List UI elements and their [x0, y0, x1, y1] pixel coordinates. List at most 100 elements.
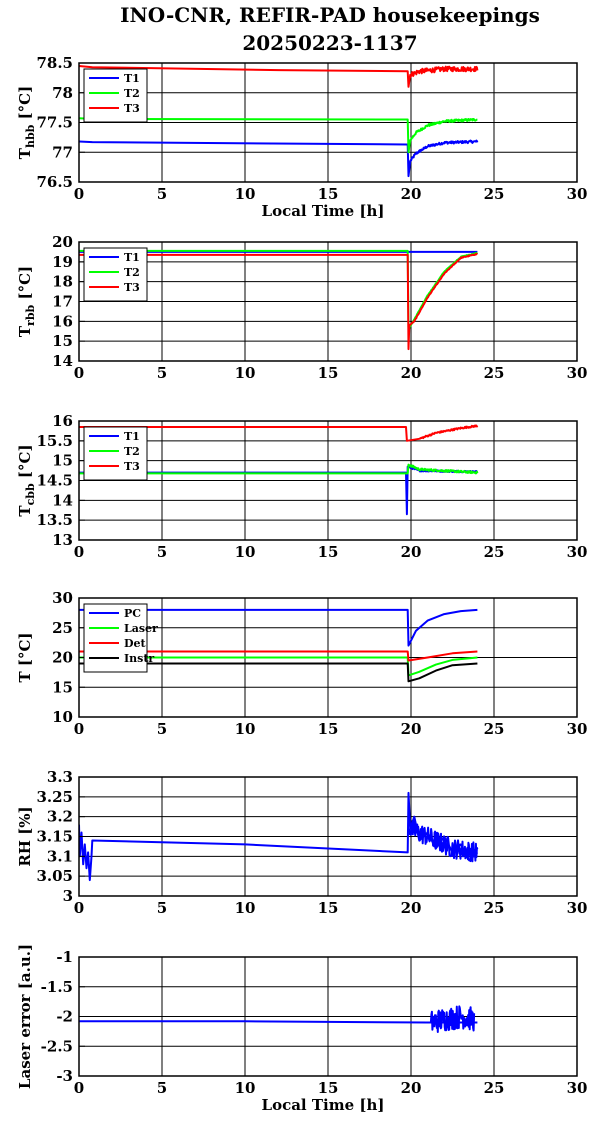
y-tick-label: 13.5	[36, 511, 73, 529]
y-axis-label: Trbb [°C]	[16, 266, 37, 337]
x-tick-label: 25	[484, 1079, 505, 1097]
y-tick-label: 20	[52, 649, 73, 667]
x-tick-label: 25	[484, 185, 505, 203]
legend-label-laser: Laser	[124, 622, 158, 635]
x-tick-label: 30	[567, 185, 588, 203]
legend-label-det: Det	[124, 637, 147, 650]
y-axis-label: Thbb [°C]	[16, 86, 37, 159]
legend: PC Laser Det Instr	[83, 603, 158, 673]
y-axis-label-main: T [°C]	[16, 632, 34, 682]
y-axis-label-main: Laser error [a.u.]	[16, 944, 34, 1089]
x-tick-label: 30	[567, 1079, 588, 1097]
y-tick-label: 16	[52, 312, 73, 330]
legend-label-instr: Instr	[124, 652, 154, 665]
y-tick-label: 15	[52, 332, 73, 350]
x-tick-label: 10	[235, 364, 256, 382]
y-tick-label: 3.05	[36, 867, 73, 885]
x-tick-label: 5	[157, 899, 167, 917]
x-tick-label: 10	[235, 1079, 256, 1097]
x-tick-label: 0	[74, 720, 84, 738]
x-tick-label: 10	[235, 899, 256, 917]
y-tick-label: 20	[52, 233, 73, 251]
y-tick-label: -2	[56, 1008, 73, 1026]
x-tick-label: 0	[74, 185, 84, 203]
y-tick-label: 25	[52, 619, 73, 637]
y-axis-label-sub: cbb	[24, 483, 37, 505]
y-tick-label: 18	[52, 273, 73, 291]
x-tick-label: 20	[401, 720, 422, 738]
y-axis-label: Tcbb [°C]	[16, 444, 37, 516]
x-tick-label: 5	[157, 720, 167, 738]
y-axis-label-main: RH [%]	[16, 806, 34, 866]
y-tick-label: 3.2	[47, 808, 73, 826]
x-tick-label: 30	[567, 899, 588, 917]
x-tick-label: 30	[567, 720, 588, 738]
x-tick-label: 15	[318, 543, 339, 561]
y-tick-label: 3.15	[36, 828, 73, 846]
legend-label-t3: T3	[124, 102, 140, 115]
series-group	[79, 1005, 478, 1033]
x-tick-label: 20	[401, 899, 422, 917]
x-tick-label: 5	[157, 543, 167, 561]
series-line-t3	[79, 65, 479, 88]
y-tick-label: 78.5	[36, 54, 73, 72]
series-line-t2	[79, 463, 479, 475]
x-tick-label: 15	[318, 364, 339, 382]
legend-label-t1: T1	[124, 251, 140, 264]
legend-label-t3: T3	[124, 460, 140, 473]
y-tick-label: 10	[52, 708, 73, 726]
series-line-t3	[79, 424, 479, 442]
series-group	[79, 791, 479, 882]
series-line-line-1	[429, 1005, 476, 1033]
legend-label-t3: T3	[124, 281, 140, 294]
series-group	[79, 65, 479, 178]
x-tick-label: 0	[74, 543, 84, 561]
x-tick-label: 15	[318, 1079, 339, 1097]
y-tick-label: -1	[56, 948, 73, 966]
x-tick-label: 0	[74, 1079, 84, 1097]
x-tick-label: 25	[484, 899, 505, 917]
x-tick-label: 15	[318, 720, 339, 738]
y-tick-label: 30	[52, 589, 73, 607]
y-tick-label: 3.3	[47, 768, 73, 786]
y-tick-label: 13	[52, 531, 73, 549]
series-line-line-0	[79, 1020, 478, 1024]
panel-temps: 0 5 10 15 20 25 30 10 15 20 25 30 T [°C] PC Laser Det In…	[16, 589, 587, 738]
panel-laser: 0 5 10 15 20 25 30 -3 -2.5 -2 -1.5 -1 Local Time [h]…	[16, 944, 587, 1114]
y-tick-label: 17	[52, 293, 73, 311]
y-axis-label-unit: [°C]	[16, 266, 34, 305]
legend-label-pc: PC	[124, 607, 141, 620]
y-tick-label: -2.5	[41, 1037, 73, 1055]
y-tick-label: 16	[52, 412, 73, 430]
x-tick-label: 20	[401, 185, 422, 203]
y-axis-label-main: T	[16, 505, 34, 517]
y-axis-label: RH [%]	[16, 806, 34, 866]
legend-label-t2: T2	[124, 445, 140, 458]
chart-title-line2: 20250223-1137	[242, 31, 417, 55]
series-line-instr	[79, 662, 478, 683]
series-line-t1	[79, 139, 479, 178]
y-tick-label: -1.5	[41, 978, 73, 996]
y-tick-label: 3	[63, 887, 73, 905]
x-tick-label: 0	[74, 364, 84, 382]
y-axis-label-sub: hbb	[24, 124, 37, 148]
y-axis-label: T [°C]	[16, 632, 34, 682]
y-tick-label: 76.5	[36, 173, 73, 191]
series-line-line-1	[408, 820, 479, 863]
x-tick-label: 30	[567, 543, 588, 561]
x-tick-label: 25	[484, 720, 505, 738]
x-tick-label: 20	[401, 543, 422, 561]
x-axis-label: Local Time [h]	[262, 1096, 385, 1114]
x-tick-label: 25	[484, 364, 505, 382]
x-tick-label: 25	[484, 543, 505, 561]
y-tick-label: 77	[52, 143, 73, 161]
x-tick-label: 20	[401, 364, 422, 382]
y-tick-label: 15.5	[36, 432, 73, 450]
chart-title-line1: INO-CNR, REFIR-PAD housekeepings	[120, 3, 540, 27]
series-line-det	[79, 650, 478, 662]
legend: T1 T2 T3	[83, 68, 148, 123]
legend-label-t1: T1	[124, 430, 140, 443]
